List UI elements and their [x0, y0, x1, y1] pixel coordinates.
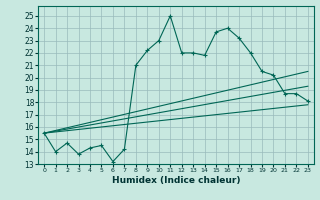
X-axis label: Humidex (Indice chaleur): Humidex (Indice chaleur)	[112, 176, 240, 185]
